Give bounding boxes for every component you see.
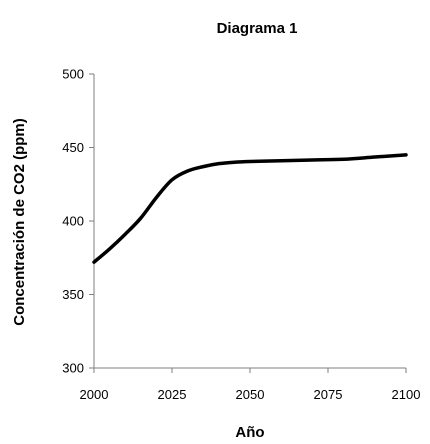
y-tick-label: 450 bbox=[62, 140, 84, 155]
y-tick-label: 500 bbox=[62, 67, 84, 82]
y-axis-ticks: 300 350 400 450 500 bbox=[62, 67, 94, 376]
x-axis-label: Año bbox=[235, 424, 264, 441]
chart-title: Diagrama 1 bbox=[217, 20, 298, 37]
series-layer bbox=[92, 153, 408, 264]
x-tick-label: 2075 bbox=[314, 387, 343, 402]
y-tick-label: 300 bbox=[62, 361, 84, 376]
x-tick-label: 2025 bbox=[158, 387, 187, 402]
y-tick-label: 350 bbox=[62, 287, 84, 302]
axes bbox=[93, 74, 406, 369]
x-tick-label: 2050 bbox=[236, 387, 265, 402]
y-tick-label: 400 bbox=[62, 214, 84, 229]
x-tick-label: 2100 bbox=[392, 387, 421, 402]
y-axis-label: Concentración de CO2 (ppm) bbox=[11, 118, 28, 326]
co2-concentration-line bbox=[92, 153, 408, 264]
x-tick-label: 2000 bbox=[80, 387, 109, 402]
x-axis-ticks: 2000 2025 2050 2075 2100 bbox=[80, 368, 421, 402]
